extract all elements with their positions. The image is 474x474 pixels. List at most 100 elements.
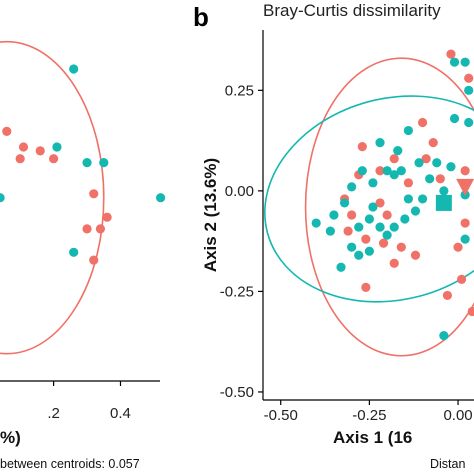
- data-point-groupB: [336, 262, 346, 272]
- data-point-groupB: [439, 331, 449, 341]
- data-point-groupA: [382, 210, 392, 220]
- x-tick-label: 0.4: [110, 405, 131, 422]
- data-point-groupB: [389, 170, 399, 180]
- data-point-groupB: [464, 117, 474, 128]
- data-point-groupA: [446, 49, 456, 59]
- data-point-groupB: [354, 250, 364, 260]
- data-point-groupA: [464, 73, 474, 83]
- data-point-groupB: [69, 64, 79, 74]
- data-point-groupB: [329, 210, 339, 220]
- data-point-groupB: [156, 193, 166, 203]
- panel-a-x-axis-label: %): [0, 428, 21, 447]
- data-point-groupB: [364, 246, 374, 256]
- data-point-groupA: [403, 178, 413, 188]
- data-point-groupB: [311, 218, 321, 228]
- data-point-groupA: [460, 166, 470, 176]
- data-point-groupA: [361, 282, 371, 292]
- data-point-groupA: [95, 224, 106, 234]
- data-point-groupB: [460, 57, 470, 67]
- data-point-groupA: [347, 210, 357, 220]
- data-point-groupA: [389, 258, 399, 268]
- data-point-groupA: [410, 250, 421, 260]
- data-point-groupB: [52, 142, 62, 152]
- y-tick-label: 0.25: [225, 82, 254, 99]
- data-point-groupB: [460, 234, 470, 244]
- data-point-groupB: [449, 57, 460, 67]
- panel-a-footer: between centroids: 0.057: [0, 457, 140, 471]
- x-tick-label: -0.50: [264, 407, 298, 424]
- data-point-groupA: [102, 212, 112, 222]
- centroid-triangle-groupA: [456, 178, 474, 196]
- data-point-groupA: [428, 138, 438, 148]
- data-point-groupB: [99, 158, 109, 168]
- data-point-groupB: [464, 85, 474, 95]
- data-point-groupA: [15, 154, 25, 164]
- data-point-groupB: [382, 230, 392, 240]
- panel-a-x-ticks: .2 0.4: [47, 381, 131, 422]
- panel-b-x-axis-label: Axis 1 (16: [333, 428, 412, 447]
- data-point-groupB: [400, 214, 410, 224]
- data-point-groupA: [378, 238, 389, 248]
- y-tick-label: -0.50: [220, 384, 254, 401]
- x-tick-label: 0.00: [443, 407, 472, 424]
- data-point-groupA: [456, 274, 467, 284]
- data-point-groupB: [403, 125, 413, 136]
- data-point-groupA: [361, 234, 371, 244]
- data-point-groupB: [82, 158, 92, 168]
- data-point-groupA: [421, 154, 431, 164]
- panel-b-y-ticks: 0.25 0.00 -0.25 -0.50: [220, 82, 263, 401]
- data-point-groupB: [393, 146, 403, 156]
- data-point-groupA: [453, 242, 463, 252]
- panel-b-x-ticks: -0.50 -0.25 0.00: [264, 400, 473, 424]
- data-point-groupA: [89, 189, 99, 199]
- data-point-groupA: [35, 146, 45, 156]
- data-point-groupB: [347, 182, 357, 192]
- data-point-groupB: [449, 113, 460, 124]
- data-point-groupB: [354, 222, 364, 232]
- data-point-groupA: [396, 242, 406, 252]
- data-point-groupB: [364, 214, 374, 224]
- data-point-groupA: [442, 290, 453, 301]
- data-point-groupB: [446, 162, 456, 172]
- data-point-groupB: [357, 166, 367, 176]
- y-tick-label: -0.25: [220, 283, 254, 300]
- data-point-groupA: [435, 174, 445, 184]
- data-point-groupB: [396, 166, 406, 176]
- data-point-groupA: [417, 117, 428, 128]
- data-point-groupB: [375, 138, 385, 148]
- data-point-groupB: [414, 158, 424, 168]
- data-point-groupA: [389, 154, 399, 164]
- panel-b-plot-area: [264, 49, 474, 357]
- data-point-groupA: [460, 218, 470, 228]
- data-point-groupA: [18, 142, 29, 152]
- data-point-groupA: [49, 154, 59, 164]
- data-point-groupB: [432, 158, 442, 168]
- data-point-groupA: [375, 166, 385, 176]
- data-point-groupB: [403, 194, 413, 204]
- data-point-groupB: [375, 222, 385, 232]
- data-point-groupA: [2, 126, 12, 136]
- data-point-groupA: [82, 224, 92, 234]
- panel-b-letter: b: [193, 2, 209, 32]
- data-point-groupA: [343, 226, 353, 236]
- confidence-ellipse-groupA: [0, 40, 105, 355]
- data-point-groupA: [375, 198, 385, 208]
- panel-a: .2 0.4 %) between centroids: 0.057: [0, 40, 166, 471]
- data-point-groupB: [410, 206, 421, 216]
- data-point-groupB: [339, 198, 350, 208]
- data-point-groupA: [467, 306, 474, 317]
- centroid-square-groupB: [435, 194, 452, 211]
- data-point-groupB: [347, 242, 357, 252]
- data-point-groupB: [439, 186, 449, 196]
- confidence-ellipse-groupB: [264, 95, 474, 303]
- data-point-groupA: [89, 255, 99, 265]
- data-point-groupB: [425, 174, 435, 184]
- data-point-groupB: [382, 166, 392, 176]
- data-point-groupB: [0, 193, 5, 203]
- y-tick-label: 0.00: [225, 183, 254, 200]
- confidence-ellipse-groupA: [304, 57, 474, 357]
- panel-b: b Bray-Curtis dissimilarity 0.25 0.00 -0.2…: [193, 1, 474, 471]
- data-point-groupB: [417, 194, 428, 204]
- data-point-groupA: [357, 142, 367, 152]
